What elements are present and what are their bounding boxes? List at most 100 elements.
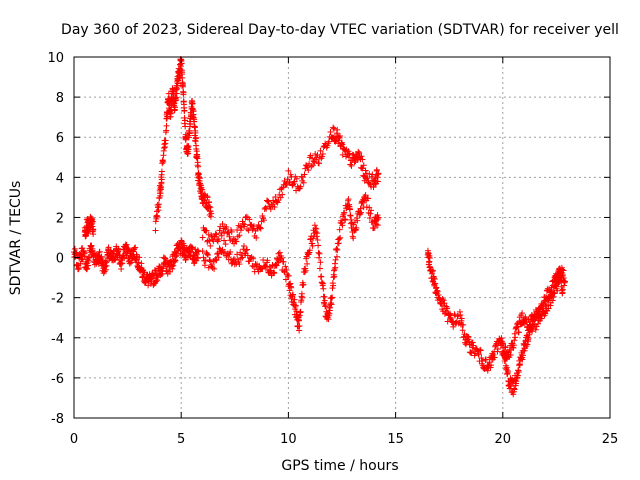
data-point: [153, 278, 160, 285]
data-point: [530, 322, 537, 329]
data-point: [494, 346, 501, 353]
data-point: [291, 296, 298, 303]
data-point: [125, 246, 132, 253]
data-point: [300, 281, 307, 288]
y-tick-label: 8: [56, 91, 64, 106]
data-point: [319, 153, 326, 160]
plot-frame: [73, 56, 611, 419]
data-point: [525, 335, 532, 342]
data-point: [250, 255, 257, 262]
data-point: [186, 130, 193, 137]
data-point: [179, 69, 186, 76]
data-point: [105, 244, 112, 251]
data-point: [206, 237, 213, 244]
data-point: [347, 212, 354, 219]
data-point: [89, 218, 96, 225]
data-point: [239, 254, 246, 261]
data-point: [302, 267, 309, 274]
data-point: [546, 294, 553, 301]
data-point: [333, 253, 340, 260]
data-point: [260, 217, 267, 224]
data-point: [309, 242, 316, 249]
data-point: [158, 168, 165, 175]
data-point: [318, 273, 325, 280]
data-point: [175, 77, 182, 84]
data-point: [316, 250, 323, 257]
data-point: [477, 347, 484, 354]
data-point: [123, 241, 130, 248]
grid-lines: [74, 57, 610, 418]
data-point: [511, 337, 518, 344]
data-point: [154, 213, 161, 220]
data-point: [555, 266, 562, 273]
data-point: [514, 372, 521, 379]
data-point: [237, 227, 244, 234]
data-point: [234, 251, 241, 258]
data-point: [199, 186, 206, 193]
data-point: [332, 264, 339, 271]
data-point: [171, 104, 178, 111]
data-point: [257, 224, 264, 231]
data-point: [325, 138, 332, 145]
data-point: [321, 297, 328, 304]
data-point: [283, 266, 290, 273]
data-point: [295, 317, 302, 324]
data-point: [185, 134, 192, 141]
data-point: [204, 251, 211, 258]
data-point: [289, 291, 296, 298]
data-point: [90, 226, 97, 233]
data-point: [195, 163, 202, 170]
data-point: [478, 355, 485, 362]
data-point: [282, 276, 289, 283]
data-point: [317, 147, 324, 154]
data-point: [365, 195, 372, 202]
data-point: [264, 257, 271, 264]
data-point: [532, 326, 539, 333]
data-point: [271, 203, 278, 210]
data-point: [336, 226, 343, 233]
data-point: [342, 147, 349, 154]
data-point: [96, 248, 103, 255]
data-point: [265, 198, 272, 205]
x-tick-label: 0: [70, 432, 78, 447]
data-point: [285, 272, 292, 279]
data-point: [548, 288, 555, 295]
data-point: [103, 262, 110, 269]
data-point: [299, 294, 306, 301]
data-point: [249, 226, 256, 233]
data-point: [319, 150, 326, 157]
y-tick-labels: -8 -6 -4 -2 0 2 4 6 8 10: [47, 51, 64, 427]
data-point: [457, 311, 464, 318]
data-point: [357, 209, 364, 216]
y-tick-label: -4: [51, 332, 64, 347]
data-point: [460, 321, 467, 328]
data-point: [188, 244, 195, 251]
data-point: [207, 258, 214, 265]
data-point: [355, 148, 362, 155]
data-point: [429, 267, 436, 274]
data-point: [214, 250, 221, 257]
data-point: [181, 107, 188, 114]
data-point: [211, 265, 218, 272]
data-point: [288, 284, 295, 291]
data-point: [507, 351, 514, 358]
data-point: [439, 295, 446, 302]
data-point: [282, 263, 289, 270]
data-point: [519, 356, 526, 363]
data-point: [296, 323, 303, 330]
data-point: [330, 124, 337, 131]
data-point: [246, 216, 253, 223]
data-point: [250, 223, 257, 230]
data-point: [346, 150, 353, 157]
data-point: [348, 162, 355, 169]
data-point: [253, 234, 260, 241]
data-point: [339, 222, 346, 229]
data-point: [276, 249, 283, 256]
data-point: [557, 274, 564, 281]
data-point: [539, 308, 546, 315]
data-point: [426, 254, 433, 261]
data-point: [264, 198, 271, 205]
data-point: [209, 264, 216, 271]
data-point: [287, 280, 294, 287]
